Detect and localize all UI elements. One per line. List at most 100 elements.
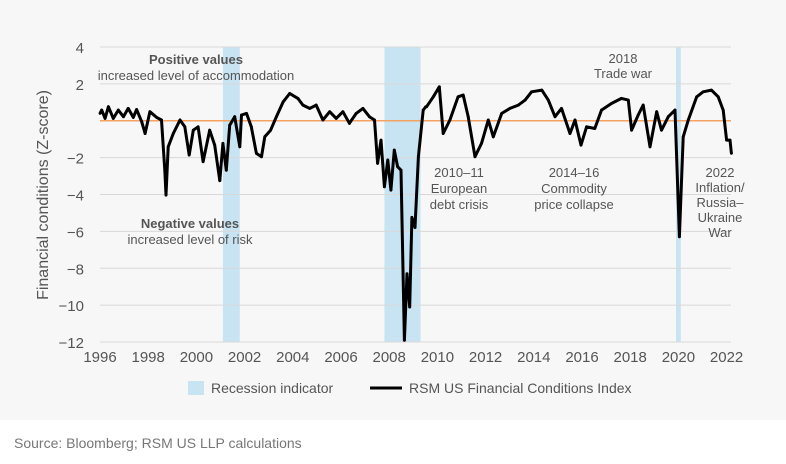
- index-data-point: [568, 132, 572, 135]
- index-data-point: [431, 95, 435, 99]
- index-data-point: [636, 113, 640, 117]
- x-tick-label: 2012: [469, 349, 502, 366]
- index-data-point: [187, 153, 191, 157]
- index-data-point: [208, 128, 212, 132]
- index-data-point: [183, 125, 187, 129]
- index-data-point: [546, 98, 550, 102]
- index-data-point: [516, 103, 520, 107]
- index-data-point: [131, 116, 135, 119]
- index-data-point: [701, 90, 705, 94]
- index-data-point: [399, 168, 403, 172]
- euro-label-1: 2010–11: [434, 165, 484, 180]
- index-data-point: [164, 193, 168, 197]
- x-tick-label: 1998: [132, 349, 165, 366]
- index-data-point: [681, 135, 685, 139]
- index-data-point: [386, 158, 390, 162]
- index-data-point: [721, 108, 725, 112]
- index-data-point: [263, 135, 267, 139]
- index-data-point: [354, 111, 358, 115]
- index-data-point: [695, 95, 699, 99]
- index-data-point: [560, 106, 563, 110]
- index-data-point: [196, 125, 200, 129]
- index-data-point: [249, 125, 253, 129]
- index-data-point: [224, 168, 228, 172]
- index-data-point: [376, 161, 380, 165]
- index-data-point: [334, 116, 338, 120]
- index-data-point: [260, 155, 263, 159]
- trade-label-2: Trade war: [594, 66, 653, 81]
- index-data-point: [673, 108, 677, 112]
- index-data-point: [308, 106, 312, 110]
- war-label-5: War: [708, 225, 732, 240]
- index-data-point: [98, 111, 102, 115]
- index-data-point: [255, 151, 258, 155]
- index-data-point: [245, 111, 248, 115]
- euro-label-2: European: [431, 181, 487, 196]
- index-data-point: [620, 97, 623, 100]
- x-tick-label: 2000: [180, 349, 213, 366]
- x-tick-label: 2004: [276, 349, 309, 366]
- index-data-point: [368, 115, 371, 119]
- war-label-4: Ukraine: [698, 210, 743, 225]
- index-data-point: [191, 128, 195, 132]
- negative-title: Negative values: [141, 216, 239, 231]
- index-data-point: [341, 110, 345, 114]
- war-label-3: Russia–: [697, 195, 745, 210]
- x-tick-label: 2002: [228, 349, 261, 366]
- index-data-point: [648, 145, 652, 149]
- index-data-point: [269, 128, 273, 132]
- index-data-point: [416, 155, 420, 159]
- index-data-point: [116, 108, 120, 112]
- y-tick-label: −6: [67, 224, 84, 241]
- index-data-point: [396, 165, 400, 169]
- index-data-point: [348, 121, 351, 125]
- index-data-point: [100, 108, 104, 112]
- index-data-point: [413, 226, 417, 229]
- index-data-point: [441, 132, 445, 135]
- index-data-point: [228, 123, 232, 127]
- index-data-point: [155, 116, 159, 119]
- x-tick-label: 2022: [710, 349, 743, 366]
- index-data-point: [610, 102, 614, 105]
- war-label-2: Inflation/: [695, 180, 745, 195]
- positive-title: Positive values: [149, 52, 243, 67]
- index-data-point: [486, 118, 490, 122]
- euro-label-3: debt crisis: [430, 197, 489, 212]
- index-data-point: [201, 160, 205, 164]
- negative-sub: increased level of risk: [128, 232, 253, 247]
- index-data-point: [480, 142, 483, 145]
- index-data-point: [540, 88, 544, 92]
- index-data-point: [600, 108, 603, 112]
- index-data-point: [107, 105, 110, 109]
- index-data-point: [389, 188, 393, 192]
- x-tick-label: 2008: [373, 349, 406, 366]
- index-data-point: [716, 95, 720, 99]
- index-data-point: [425, 105, 428, 109]
- x-tick-label: 2014: [517, 349, 550, 366]
- y-tick-label: −8: [67, 261, 84, 278]
- index-data-point: [382, 185, 386, 189]
- positive-sub: increased level of accommodation: [98, 68, 295, 83]
- x-tick-label: 2006: [324, 349, 357, 366]
- x-tick-label: 1996: [83, 349, 116, 366]
- index-data-point: [677, 235, 681, 239]
- index-data-point: [379, 138, 383, 142]
- index-data-point: [361, 106, 365, 110]
- index-data-point: [579, 143, 583, 147]
- index-data-point: [238, 145, 242, 149]
- index-data-point: [143, 132, 147, 135]
- index-data-point: [660, 128, 663, 132]
- legend-index-label: RSM US Financial Conditions Index: [409, 380, 632, 396]
- index-data-point: [135, 108, 139, 111]
- index-data-point: [655, 110, 659, 114]
- index-data-point: [288, 92, 292, 95]
- legend-recession-swatch: [188, 381, 204, 395]
- index-data-point: [553, 115, 557, 119]
- index-data-point: [448, 118, 452, 122]
- y-tick-label: −2: [67, 151, 84, 168]
- trade-label-1: 2018: [609, 51, 638, 66]
- index-data-point: [710, 88, 713, 92]
- index-data-point: [626, 98, 630, 102]
